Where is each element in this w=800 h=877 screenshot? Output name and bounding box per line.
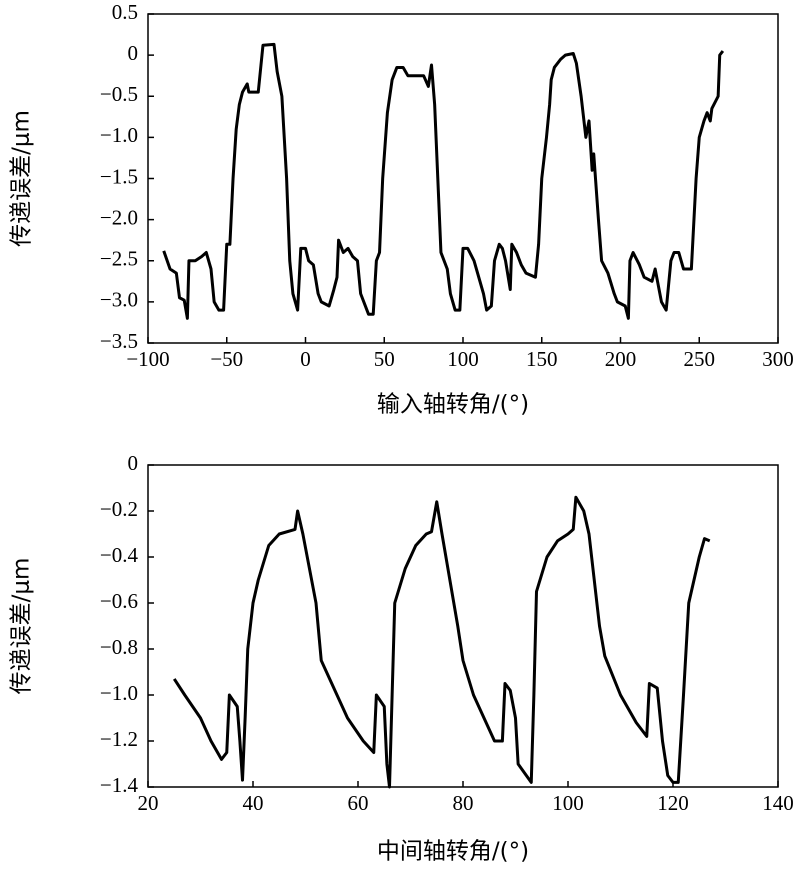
x-tick-label: 120 [657, 791, 689, 815]
x-tick-label: 150 [526, 347, 558, 371]
y-tick-label: −0.5 [100, 82, 138, 106]
y-tick-label: −3.5 [100, 329, 138, 353]
x-tick-label: 40 [243, 791, 264, 815]
x-tick-label: 60 [348, 791, 369, 815]
y-tick-label: −0.6 [100, 589, 138, 613]
x-tick-label: 100 [552, 791, 584, 815]
y-tick-label: −2.5 [100, 247, 138, 271]
data-line [162, 42, 725, 320]
x-tick-label: 100 [447, 347, 479, 371]
y-tick-label: −1.4 [100, 773, 139, 797]
x-axis-label: 中间轴转角/(°) [377, 839, 529, 865]
y-tick-label: −1.0 [100, 681, 138, 705]
y-axis-label: 传递误差/μm [9, 110, 35, 247]
y-tick-label: −2.0 [100, 205, 138, 229]
y-axis-label: 传递误差/μm [9, 558, 35, 695]
y-tick-label: 0 [128, 451, 139, 475]
x-tick-label: 80 [453, 791, 474, 815]
plot-frame [147, 13, 779, 344]
x-tick-label: −50 [210, 347, 243, 371]
x-tick-label: 50 [374, 347, 395, 371]
x-tick-label: 200 [605, 347, 637, 371]
y-tick-label: 0 [128, 41, 139, 65]
y-tick-label: −0.8 [100, 635, 138, 659]
data-line [172, 495, 711, 789]
y-tick-label: −3.0 [100, 288, 138, 312]
y-tick-label: −1.0 [100, 123, 138, 147]
x-tick-label: 20 [138, 791, 159, 815]
x-tick-label: −100 [126, 347, 169, 371]
x-tick-label: 140 [762, 791, 794, 815]
y-tick-label: −0.2 [100, 497, 138, 521]
y-tick-label: −1.2 [100, 727, 138, 751]
plot-frame [147, 464, 779, 788]
x-tick-label: 0 [300, 347, 311, 371]
x-tick-label: 300 [762, 347, 794, 371]
x-tick-label: 250 [684, 347, 716, 371]
y-tick-label: −0.4 [100, 543, 139, 567]
x-axis-label: 输入轴转角/(°) [377, 392, 529, 418]
y-tick-label: −1.5 [100, 164, 138, 188]
y-tick-label: 0.5 [112, 0, 138, 24]
